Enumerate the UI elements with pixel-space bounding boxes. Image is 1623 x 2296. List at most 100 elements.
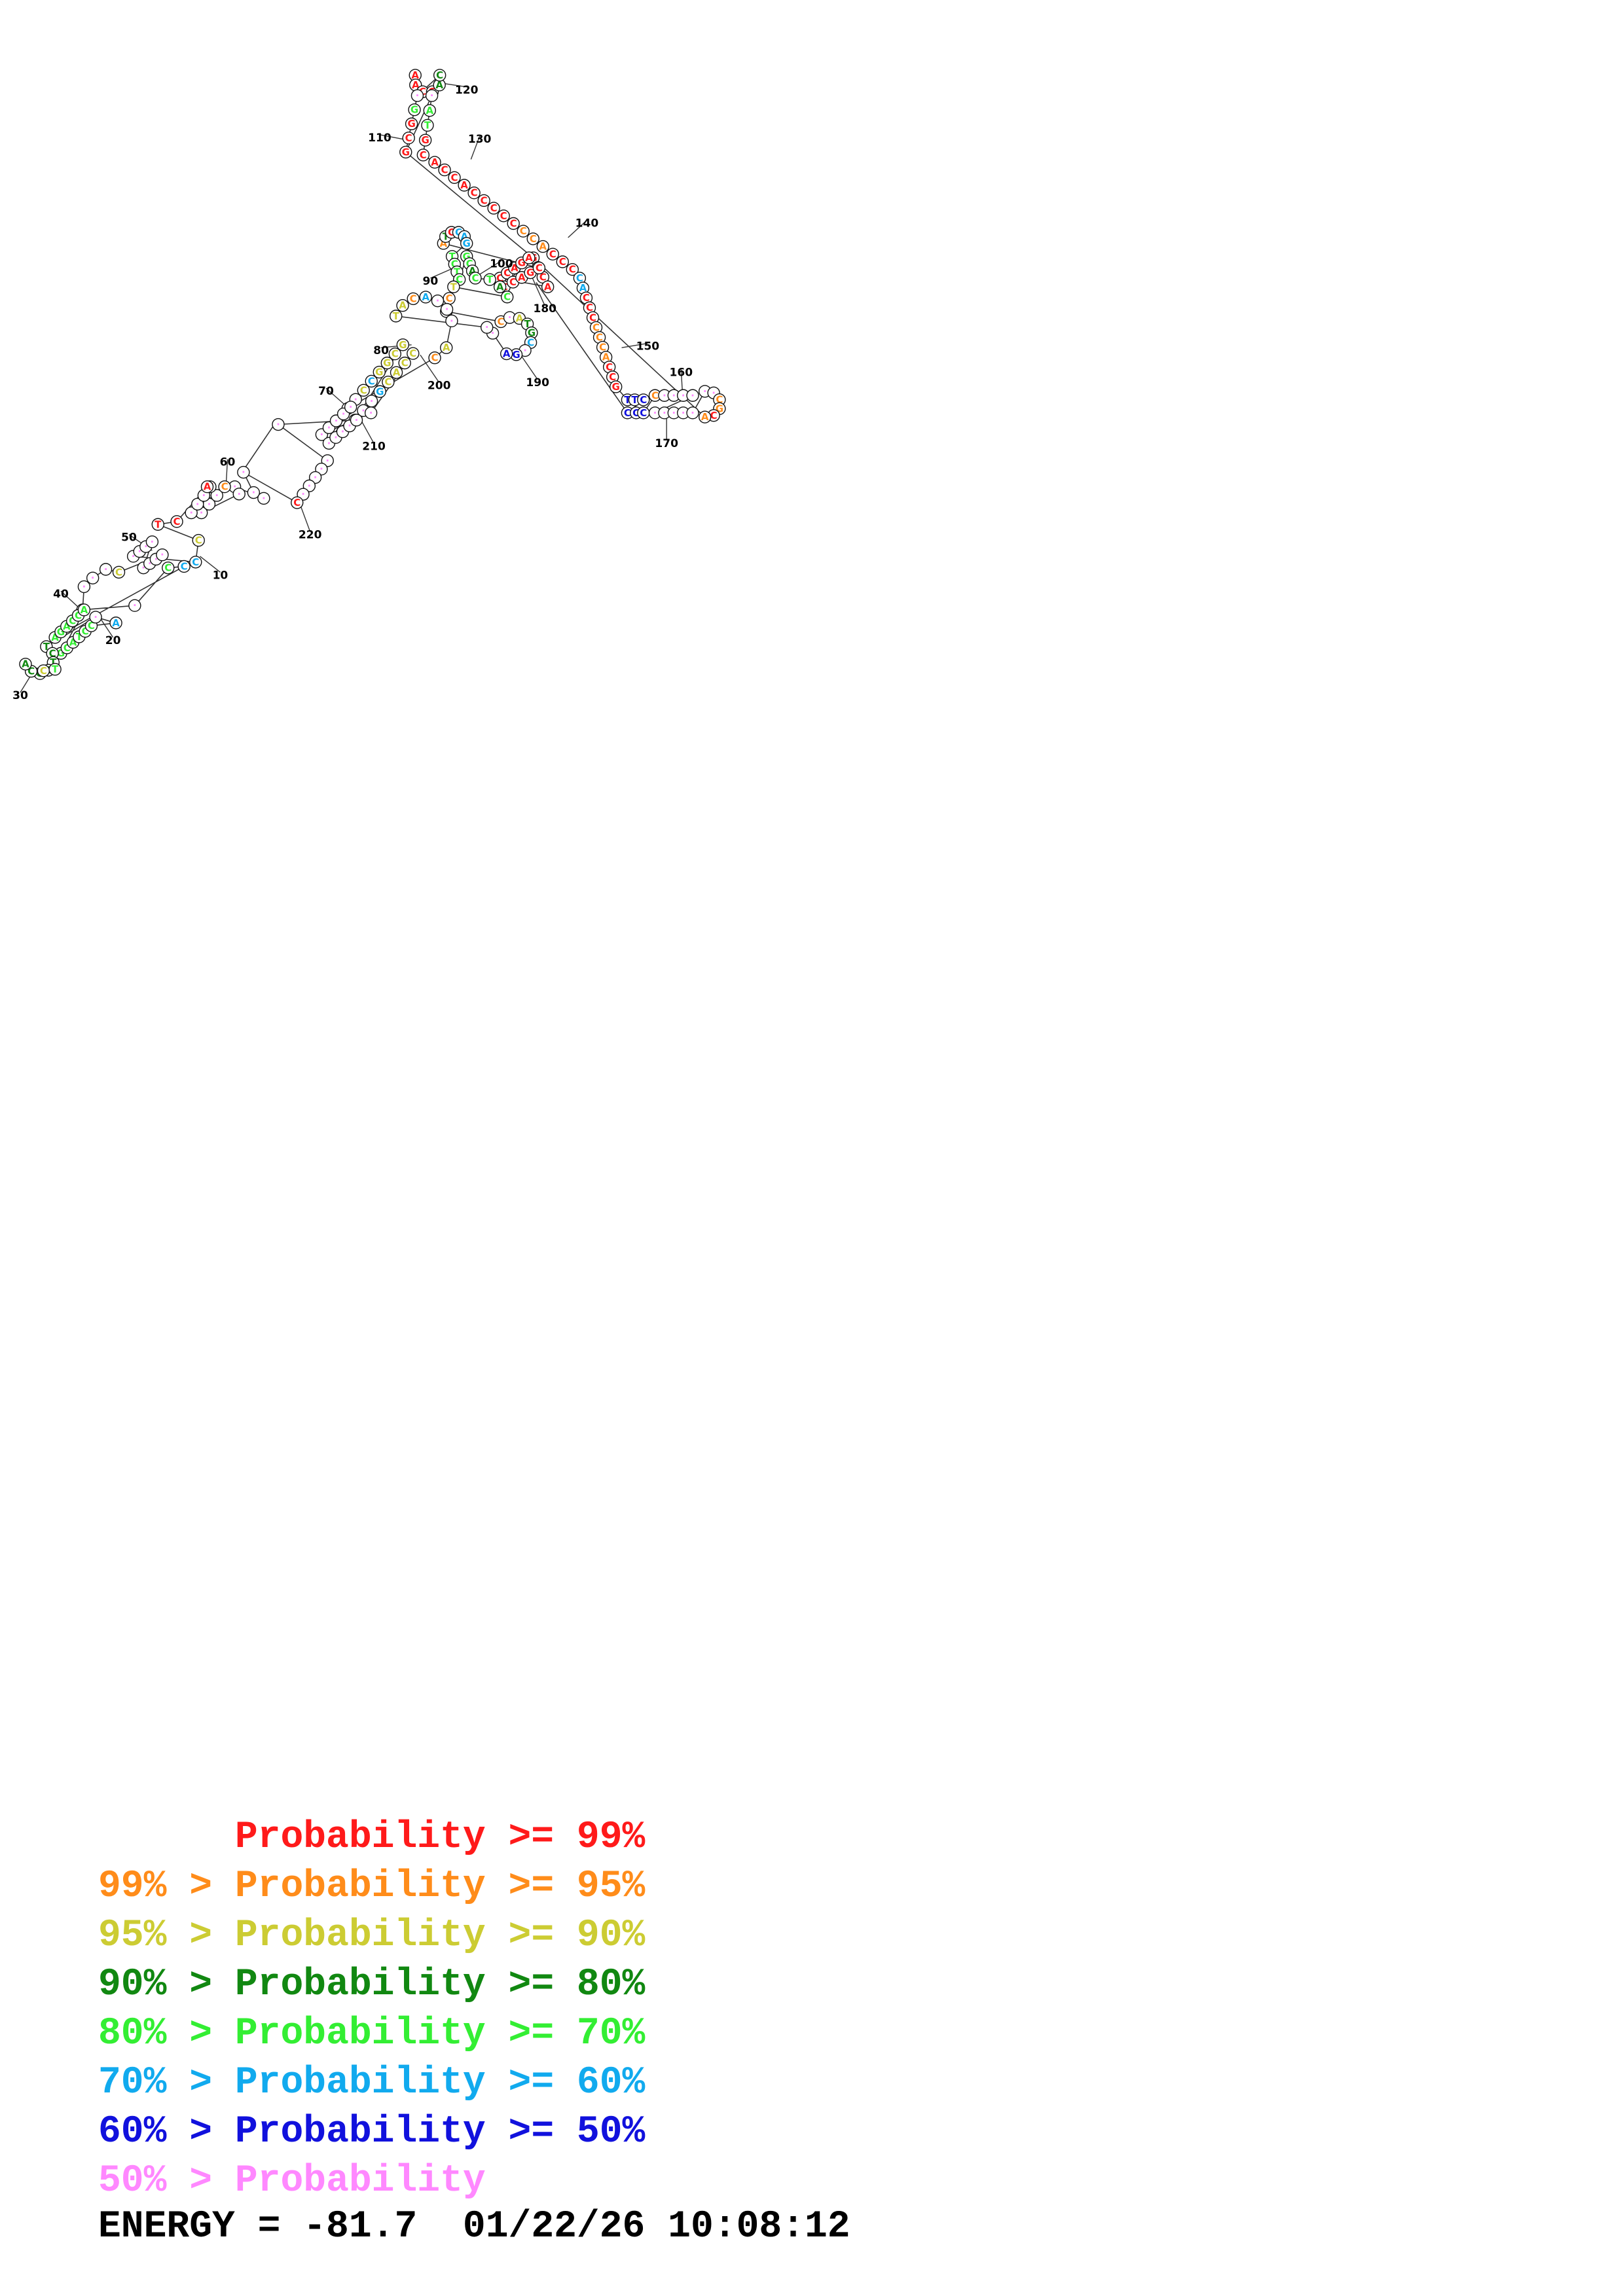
- nucleotide-letter: C: [609, 371, 616, 383]
- nucleotide-letter: ·: [94, 611, 98, 623]
- nucleotide-letter: ·: [348, 420, 352, 432]
- nucleotide-circle: [507, 217, 520, 230]
- position-label: 220: [299, 528, 322, 541]
- nucleotide-letter: ·: [104, 564, 108, 575]
- nucleotide: C: [192, 533, 205, 547]
- nucleotide-letter: C: [192, 556, 199, 568]
- nucleotide-letter: A: [411, 69, 419, 81]
- nucleotide: C: [438, 163, 451, 177]
- nucleotide: ·: [425, 89, 439, 102]
- nucleotide: A: [536, 240, 549, 253]
- nucleotide-letter: ·: [485, 321, 489, 333]
- legend-left-text: 70% >: [98, 2062, 235, 2104]
- nucleotide-letter: ·: [133, 600, 137, 611]
- nucleotide: C: [218, 480, 231, 493]
- energy-text: ENERGY = -81.7: [98, 2206, 418, 2248]
- position-label: 200: [428, 379, 451, 392]
- nucleotide-circle: [431, 294, 445, 308]
- nucleotide-circle: [416, 149, 430, 162]
- connector-line: [241, 422, 276, 473]
- nucleotide-letter: T: [393, 310, 400, 322]
- position-label: 50: [121, 531, 137, 545]
- nucleotide: ·: [445, 314, 458, 328]
- nucleotide: ·: [481, 321, 494, 334]
- nucleotide-letter: C: [536, 262, 543, 274]
- nucleotide-letter: C: [503, 267, 511, 279]
- nucleotide: C: [112, 565, 126, 579]
- nucleotide-circle: [532, 261, 546, 275]
- nucleotide-letter: C: [496, 272, 503, 284]
- nucleotide: A: [493, 280, 507, 293]
- nucleotide-circle: [556, 255, 569, 268]
- nucleotide-circle: [402, 132, 415, 145]
- nucleotide-circle: [469, 272, 482, 285]
- nucleotide: C: [357, 384, 370, 397]
- nucleotide: C: [546, 247, 559, 260]
- nucleotide: A: [109, 617, 122, 630]
- nucleotide-circle: [433, 69, 447, 82]
- nucleotide-letter: C: [490, 202, 498, 214]
- nucleotide-circle: [77, 603, 91, 617]
- nucleotide: G: [380, 356, 393, 370]
- nucleotide: ·: [191, 497, 204, 511]
- position-tick: [568, 219, 587, 238]
- nucleotide: ·: [676, 406, 690, 420]
- nucleotide-letter: ·: [354, 393, 357, 405]
- nucleotide-circle: [447, 280, 460, 293]
- position-label: 140: [575, 217, 599, 230]
- nucleotide-circle: [536, 240, 549, 253]
- nucleotide-circle: [483, 273, 496, 286]
- nucleotide-letter: C: [640, 394, 647, 406]
- nucleotide-circle: [407, 292, 420, 306]
- nucleotide-circle: [448, 171, 461, 184]
- nucleotide-circle: [185, 506, 198, 520]
- nucleotide-letter: C: [481, 194, 488, 206]
- nucleotide: ·: [257, 492, 270, 505]
- nucleotide-circle: [112, 565, 126, 579]
- position-tick: [521, 356, 538, 380]
- nucleotide: G: [399, 145, 412, 159]
- position-label: 150: [636, 340, 660, 353]
- nucleotide: C: [433, 69, 447, 82]
- nucleotide-letter: ·: [335, 415, 338, 427]
- nucleotide-letter: T: [524, 318, 531, 330]
- nucleotide: C: [467, 186, 481, 200]
- nucleotide: C: [162, 561, 175, 575]
- nucleotide-circle: [440, 341, 453, 354]
- nucleotide-circle: [350, 414, 363, 427]
- nucleotide-circle: [380, 356, 393, 370]
- position-label: 170: [655, 437, 678, 450]
- nucleotide-letter: C: [368, 375, 375, 387]
- nucleotide-letter: T: [424, 119, 431, 131]
- nucleotide-letter: ·: [82, 581, 86, 592]
- nucleotide-letter: C: [455, 226, 462, 238]
- nucleotide-circle: [546, 247, 559, 260]
- position-label: 20: [105, 634, 121, 647]
- position-label: 70: [318, 385, 334, 398]
- nucleotide: C: [407, 347, 420, 360]
- nucleotide-letter: A: [539, 241, 547, 253]
- nucleotide: A: [440, 341, 453, 354]
- nucleotide: G: [405, 117, 418, 130]
- nucleotide-circle: [481, 321, 494, 334]
- nucleotide-letter: ·: [653, 407, 657, 419]
- nucleotide-circle: [177, 560, 191, 573]
- nucleotide-circle: [428, 351, 441, 365]
- nucleotide-letter: C: [510, 217, 517, 229]
- nucleotide-letter: G: [399, 339, 407, 351]
- nucleotide-circle: [232, 488, 246, 501]
- nucleotide-circle: [497, 209, 510, 223]
- nucleotide-circle: [170, 515, 183, 528]
- nucleotide-letter: C: [436, 69, 443, 81]
- nucleotide: C: [477, 194, 490, 207]
- nucleotide-letter: ·: [242, 467, 246, 478]
- nucleotide-letter: ·: [151, 536, 155, 548]
- nucleotide-letter: C: [409, 348, 416, 359]
- nucleotide-letter: C: [410, 293, 417, 304]
- nucleotide-letter: ·: [215, 490, 219, 501]
- nucleotide-letter: ·: [307, 480, 311, 492]
- nucleotide-letter: G: [526, 267, 534, 279]
- position-tick: [420, 354, 440, 383]
- nucleotide-letter: ·: [251, 487, 255, 499]
- nucleotide-circle: [428, 156, 441, 169]
